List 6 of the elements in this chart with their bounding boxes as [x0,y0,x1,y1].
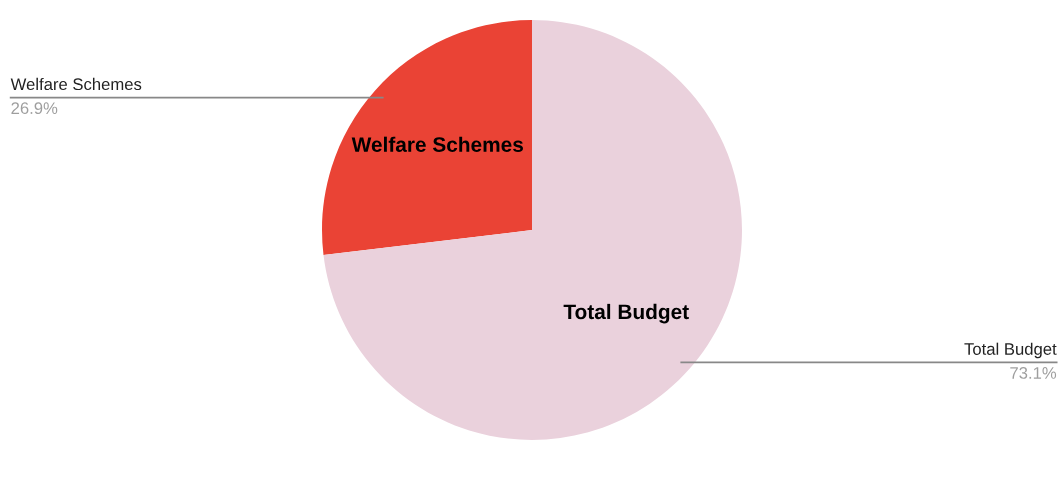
slice-label: Welfare Schemes [351,136,523,152]
slice-label: Total Budget [964,342,1057,359]
slice-label: Total Budget [563,303,689,324]
slice-label: Welfare Schemes [10,77,142,91]
data-label: 73.1% [1010,367,1057,379]
data-label: 26.9% [11,102,58,115]
